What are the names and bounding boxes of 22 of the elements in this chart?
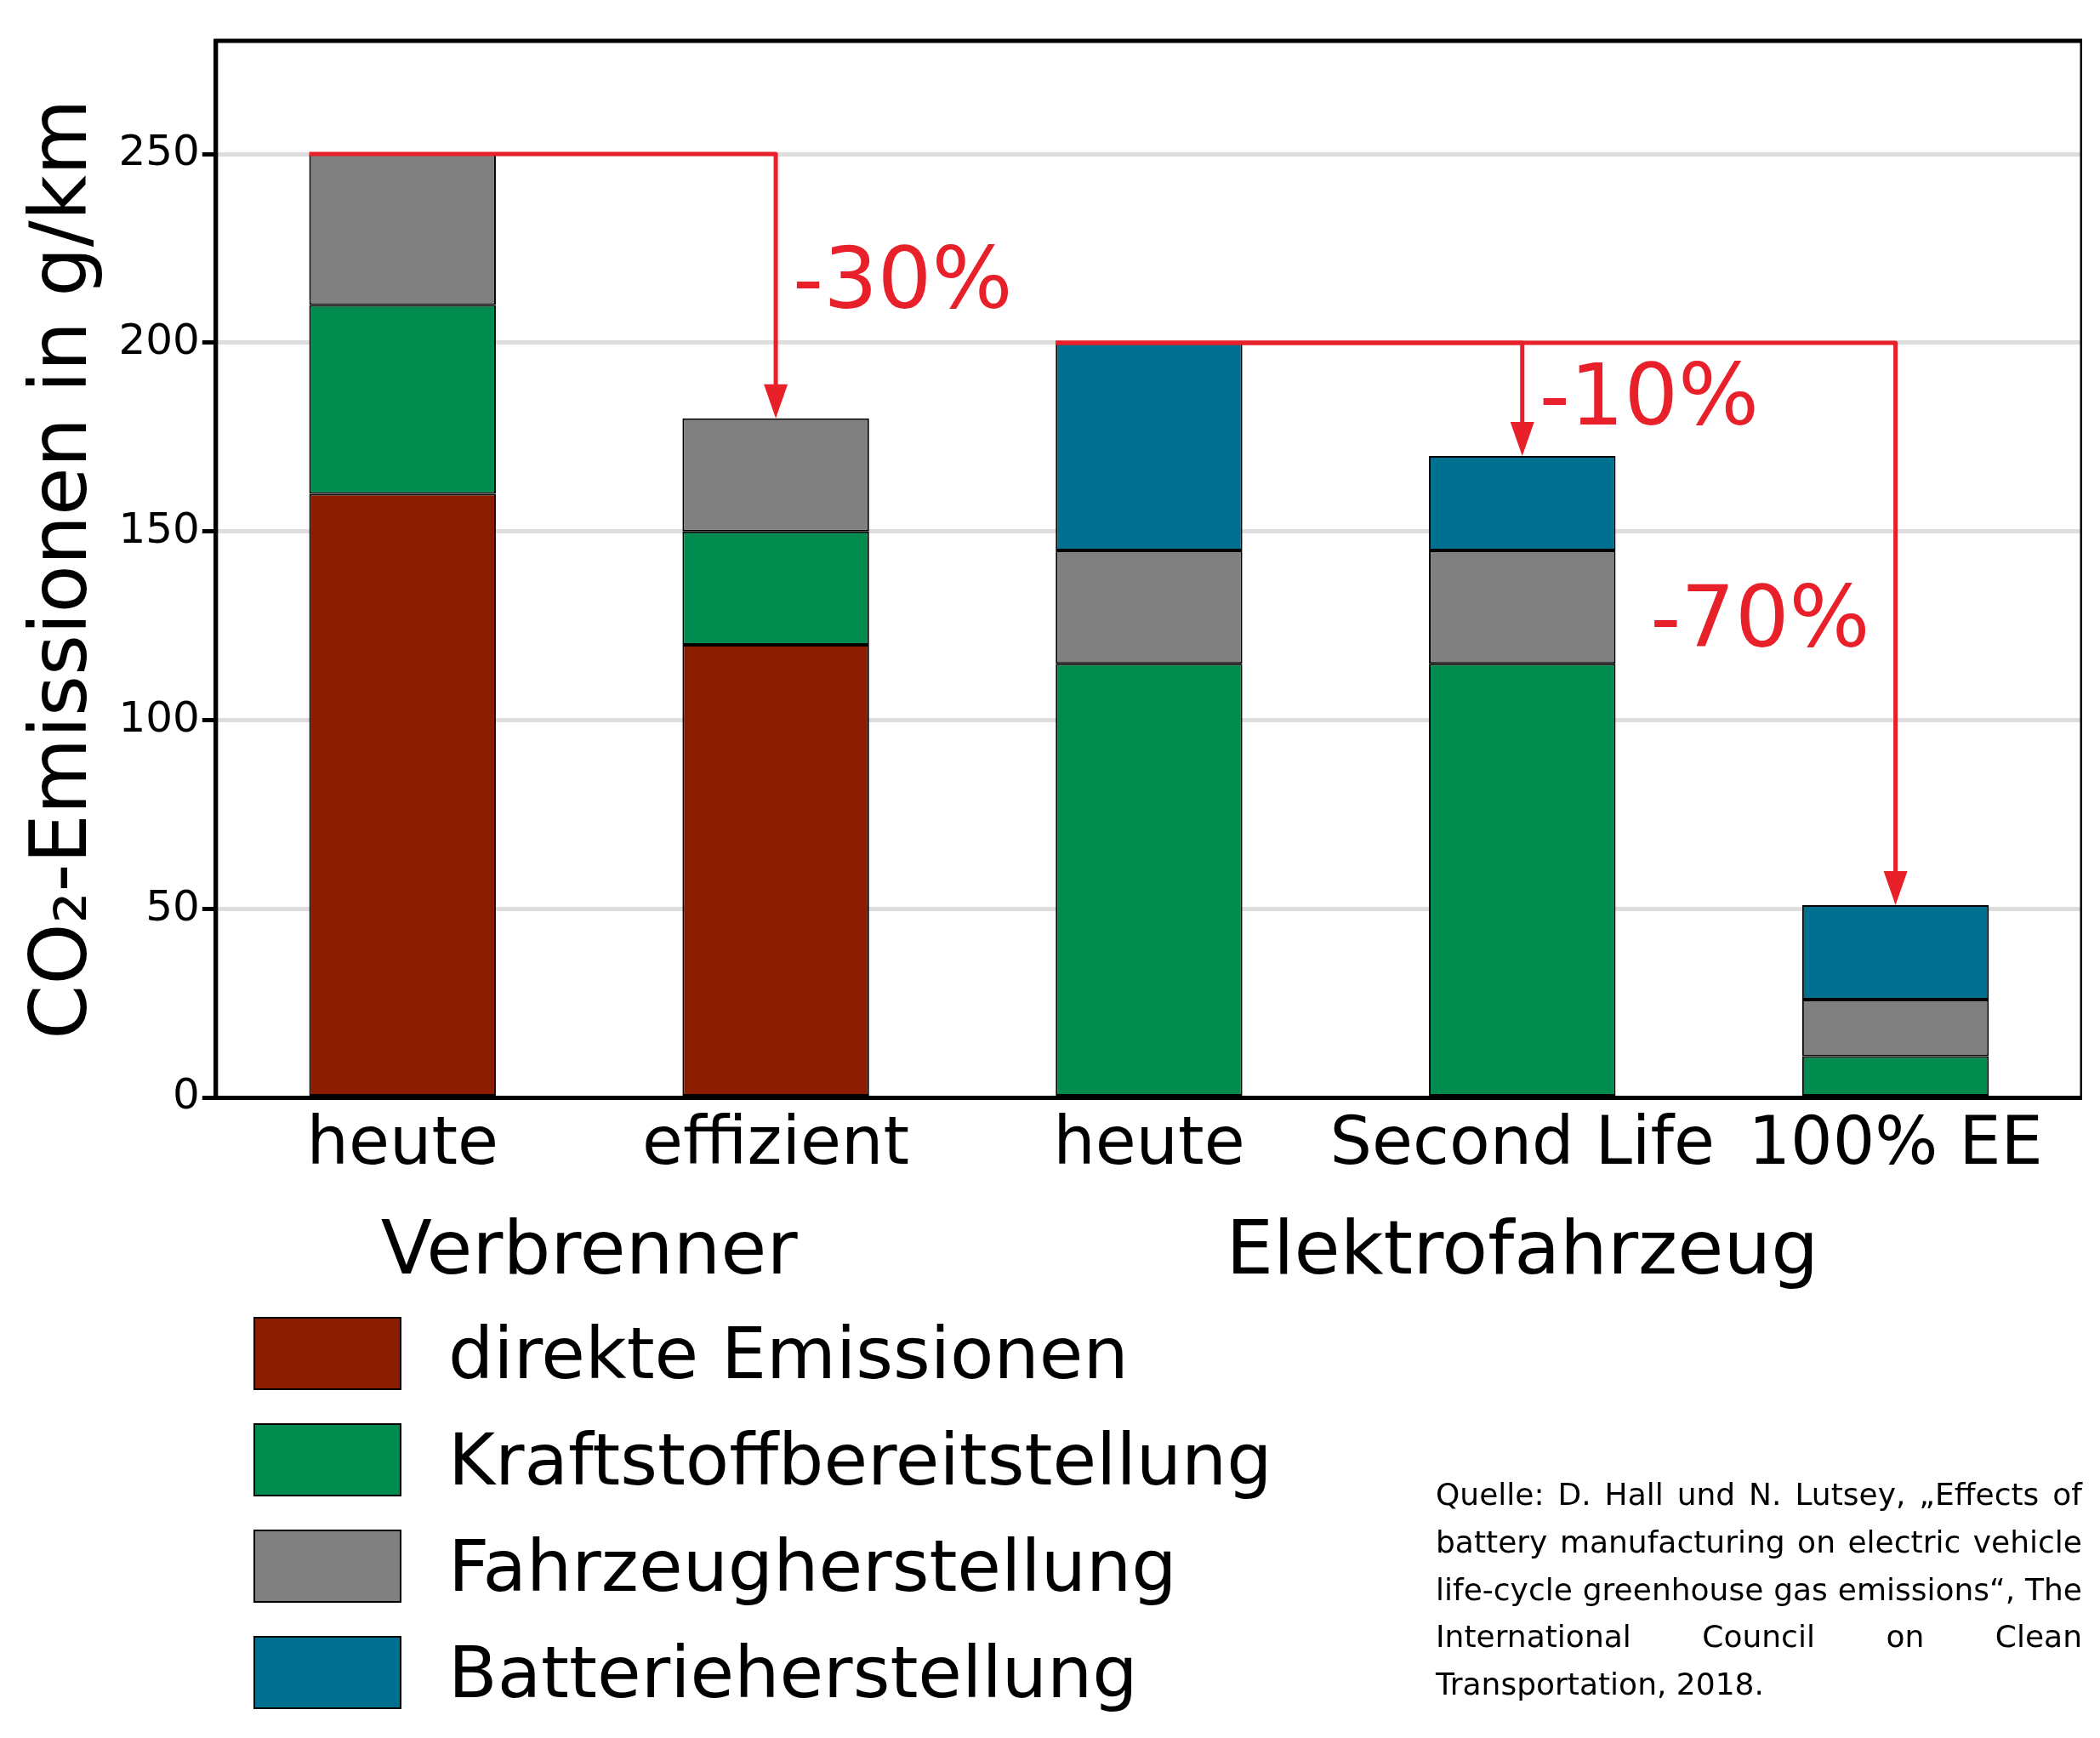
text: Verbrenner: [380, 1204, 799, 1292]
y-tick-label: 100: [118, 692, 200, 742]
y-tick-label: 150: [118, 503, 200, 553]
x-tick-label: effizient: [642, 1103, 910, 1180]
y-tick-label: 0: [173, 1069, 200, 1120]
x-tick-label: heute: [306, 1103, 498, 1180]
legend-label: Kraftstoffbereitstellung: [448, 1417, 1272, 1502]
annotation: -10%: [1539, 345, 1760, 445]
source-note: Quelle: D. Hall und N. Lutsey, „Effects of battery manufacturing on electric vehicle life-cycle greenhouse gas emissions“, The International Council on Clean Transportation, 2018.: [1436, 1476, 2082, 1704]
y-tick-label: 50: [145, 880, 200, 931]
legend-label: direkte Emissionen: [448, 1311, 1129, 1395]
legend-label: Fahrzeugherstellung: [448, 1524, 1177, 1608]
annotation: -30%: [793, 229, 1013, 329]
x-tick-label: 100% EE: [1748, 1103, 2043, 1180]
x-tick-label: heute: [1053, 1103, 1245, 1180]
y-tick-label: 250: [118, 126, 200, 176]
legend-label: Batterieherstellung: [448, 1630, 1138, 1714]
y-tick-label: 200: [118, 314, 200, 364]
text: Elektrofahrzeug: [1226, 1204, 1819, 1292]
y-axis-title: CO₂-Emissionen in g/km: [14, 99, 105, 1040]
x-tick-label: Second Life: [1329, 1103, 1715, 1180]
annotation: -70%: [1650, 567, 1870, 667]
